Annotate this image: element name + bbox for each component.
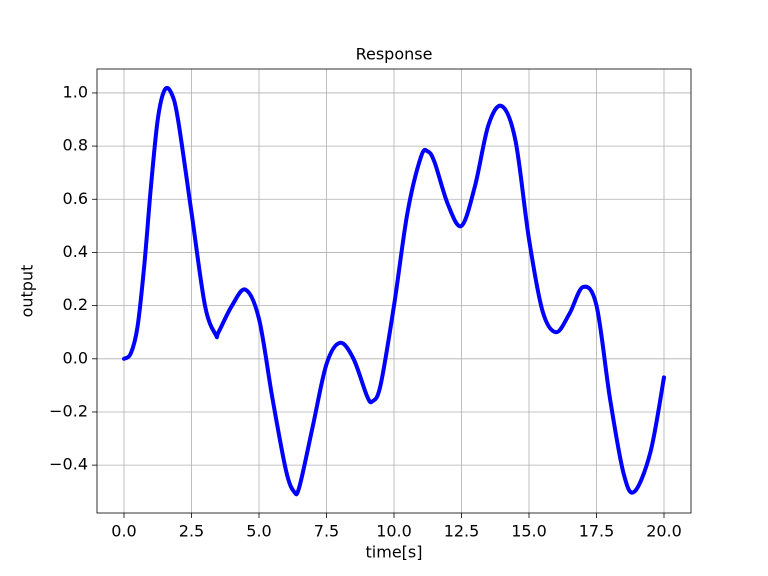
x-axis-label: time[s]: [366, 543, 423, 562]
x-tick-label: 10.0: [376, 522, 412, 541]
x-tick-label: 0.0: [111, 522, 136, 541]
x-tick-label: 7.5: [314, 522, 339, 541]
x-tick-label: 5.0: [246, 522, 271, 541]
plot-frame: [96, 68, 692, 514]
y-tick-label: 0.4: [63, 242, 88, 261]
chart-title: Response: [356, 45, 433, 64]
x-tick-label: 2.5: [179, 522, 204, 541]
x-tick-label: 17.5: [579, 522, 615, 541]
line-series: [122, 85, 666, 497]
x-tick-label: 15.0: [511, 522, 547, 541]
y-tick-label: 0.8: [63, 136, 88, 155]
y-tick-label: −0.2: [49, 401, 88, 420]
y-axis-label: output: [18, 265, 37, 318]
x-tick-label: 12.5: [444, 522, 480, 541]
x-tick-label: 20.0: [646, 522, 682, 541]
y-tick-label: 0.2: [63, 295, 88, 314]
y-tick-label: 0.6: [63, 189, 88, 208]
y-tick-label: 1.0: [63, 82, 88, 101]
y-tick-label: 0.0: [63, 348, 88, 367]
y-tick-label: −0.4: [49, 455, 88, 474]
